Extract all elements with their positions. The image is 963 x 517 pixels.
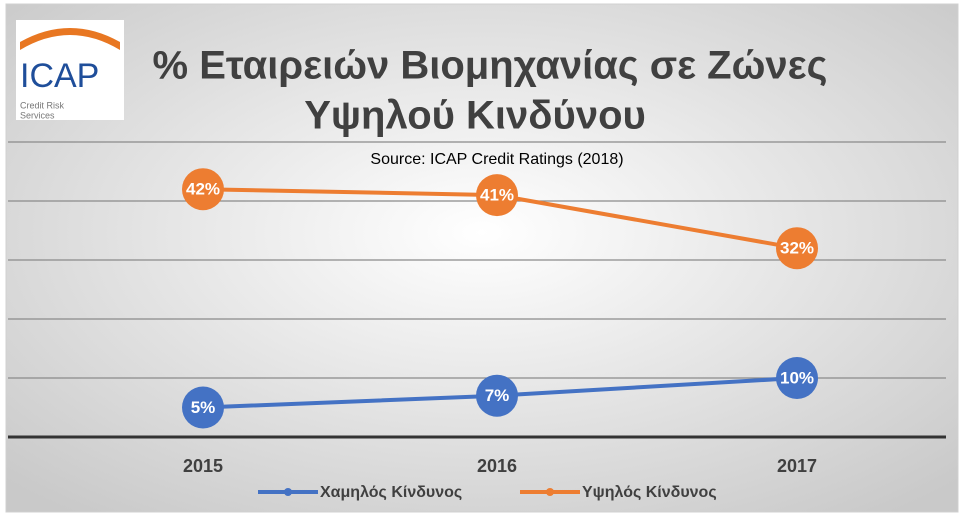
chart-title: % Εταιρειών Βιομηχανίας σε Ζώνες [153, 44, 828, 88]
data-point [476, 374, 518, 417]
data-label: 7% [485, 386, 510, 405]
data-point [182, 386, 224, 429]
logo: ICAP Credit Risk Services [16, 20, 124, 120]
data-label: 42% [186, 180, 220, 199]
legend-label: Υψηλός Κίνδυνος [582, 484, 717, 501]
logo-line: Services [20, 110, 55, 120]
x-tick-label: 2016 [477, 456, 517, 476]
legend-marker [546, 488, 554, 496]
chart-subtitle: Source: ICAP Credit Ratings (2018) [370, 151, 623, 168]
data-point [182, 168, 224, 211]
x-tick-label: 2017 [777, 456, 817, 476]
logo-swoosh [20, 28, 120, 50]
data-label: 10% [780, 368, 814, 387]
data-point [776, 357, 818, 399]
legend-marker [284, 488, 292, 496]
data-label: 5% [191, 398, 216, 417]
data-point [776, 227, 818, 270]
logo-name: ICAP [20, 57, 99, 95]
data-label: 41% [480, 186, 514, 205]
x-tick-label: 2015 [183, 456, 223, 476]
logo-line: Credit Risk [20, 100, 65, 110]
data-label: 32% [780, 239, 814, 258]
legend-item: Χαμηλός Κίνδυνος [258, 484, 462, 501]
data-point [476, 174, 518, 217]
legend-label: Χαμηλός Κίνδυνος [320, 484, 462, 501]
legend-item: Υψηλός Κίνδυνος [520, 484, 717, 501]
chart-title: Υψηλού Κινδύνου [304, 94, 646, 138]
